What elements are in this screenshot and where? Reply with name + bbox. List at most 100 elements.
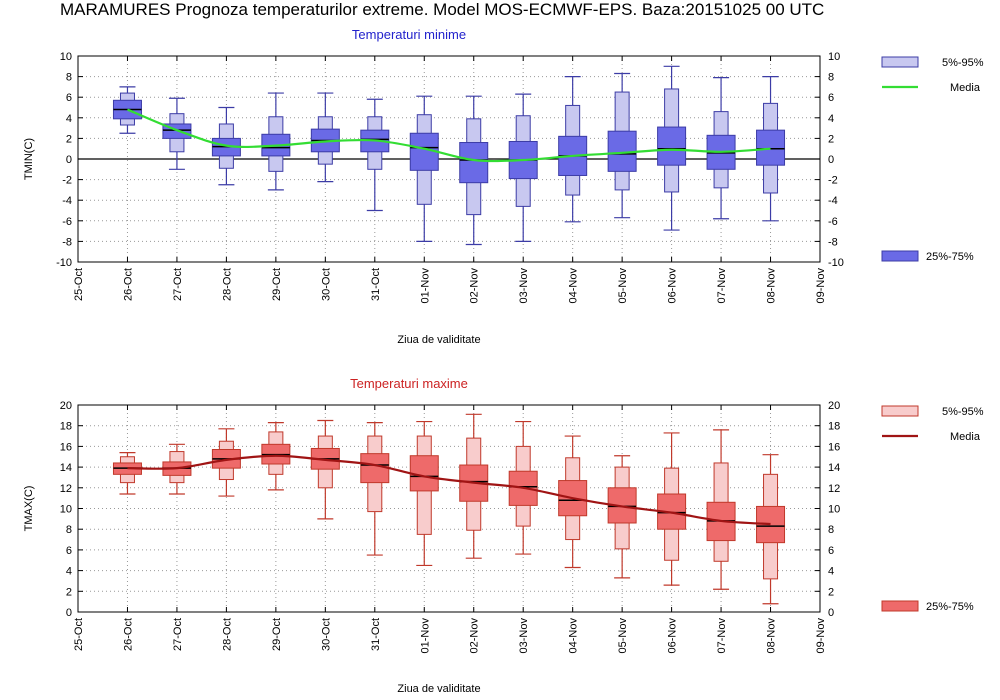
x-tick-label: 07-Nov bbox=[716, 618, 728, 654]
x-tick-label: 29-Oct bbox=[271, 268, 283, 301]
x-axis-label: Ziua de validitate bbox=[397, 683, 480, 695]
y-tick-label-right: -6 bbox=[828, 216, 838, 228]
legend-label-outer: 5%-95% bbox=[942, 57, 984, 69]
box-25-75 bbox=[657, 126, 687, 166]
y-tick-label: 2 bbox=[66, 133, 72, 145]
x-tick-label: 07-Nov bbox=[716, 268, 728, 304]
x-tick-label: 02-Nov bbox=[469, 618, 481, 654]
y-tick-label: 12 bbox=[60, 483, 72, 495]
x-tick-label: 04-Nov bbox=[568, 268, 580, 304]
mean-line bbox=[127, 108, 771, 163]
y-tick-label: 4 bbox=[66, 113, 72, 125]
legend: 5%-95% Media 25%-75% bbox=[881, 56, 984, 263]
box-06-Nov bbox=[657, 432, 687, 586]
x-tick-label: 30-Oct bbox=[320, 268, 332, 301]
y-tick-label: 6 bbox=[66, 545, 72, 557]
x-tick-label: 26-Oct bbox=[122, 618, 134, 651]
x-tick-label: 29-Oct bbox=[271, 618, 283, 651]
x-tick-label: 08-Nov bbox=[766, 618, 778, 654]
y-tick-label: 4 bbox=[66, 566, 72, 578]
y-tick-label-right: 8 bbox=[828, 524, 834, 536]
legend-label-inner: 25%-75% bbox=[926, 601, 974, 613]
y-tick-label-right: 10 bbox=[828, 51, 840, 63]
x-tick-label: 08-Nov bbox=[766, 268, 778, 304]
legend-swatch-inner bbox=[881, 250, 919, 262]
y-tick-label-right: 2 bbox=[828, 133, 834, 145]
box-29-Oct bbox=[261, 421, 291, 491]
y-axis-label: TMAX(C) bbox=[23, 486, 35, 532]
page-title: MARAMURES Prognoza temperaturilor extrem… bbox=[60, 0, 825, 19]
y-tick-label: 6 bbox=[66, 92, 72, 104]
box-30-Oct bbox=[310, 419, 340, 520]
x-tick-label: 04-Nov bbox=[568, 618, 580, 654]
y-tick-label: -10 bbox=[56, 257, 72, 269]
plot-frame bbox=[77, 404, 821, 613]
legend-swatch-inner bbox=[881, 600, 919, 612]
box-25-75 bbox=[756, 129, 786, 166]
y-tick-label: -2 bbox=[62, 175, 72, 187]
x-tick-label: 25-Oct bbox=[73, 618, 85, 651]
y-tick-label: 18 bbox=[60, 421, 72, 433]
x-tick-label: 28-Oct bbox=[221, 268, 233, 301]
legend-swatch-outer bbox=[881, 405, 919, 417]
y-tick-label: 0 bbox=[66, 154, 72, 166]
y-tick-label-right: 6 bbox=[828, 92, 834, 104]
box-25-75 bbox=[459, 142, 489, 184]
x-tick-label: 25-Oct bbox=[73, 268, 85, 301]
y-tick-label-right: 10 bbox=[828, 504, 840, 516]
box-26-Oct bbox=[112, 86, 142, 134]
x-tick-label: 02-Nov bbox=[469, 268, 481, 304]
legend: 5%-95% Media 25%-75% bbox=[881, 405, 984, 613]
legend-label-inner: 25%-75% bbox=[926, 251, 974, 263]
y-tick-label: 8 bbox=[66, 524, 72, 536]
y-tick-label-right: -10 bbox=[828, 257, 844, 269]
mean-line bbox=[127, 454, 771, 526]
y-tick-label-right: 18 bbox=[828, 421, 840, 433]
box-05-Nov bbox=[607, 72, 637, 219]
y-tick-label: 14 bbox=[60, 462, 72, 474]
y-tick-label-right: 20 bbox=[828, 400, 840, 412]
x-tick-label: 03-Nov bbox=[518, 618, 530, 654]
y-tick-label-right: -2 bbox=[828, 175, 838, 187]
x-tick-label: 28-Oct bbox=[221, 618, 233, 651]
x-tick-label: 09-Nov bbox=[815, 268, 827, 304]
y-tick-label-right: 6 bbox=[828, 545, 834, 557]
y-tick-label-right: 12 bbox=[828, 483, 840, 495]
box-29-Oct bbox=[261, 92, 291, 191]
box-31-Oct bbox=[360, 421, 390, 556]
y-tick-label-right: 0 bbox=[828, 607, 834, 619]
chart-title: Temperaturi maxime bbox=[350, 376, 468, 391]
x-tick-label: 09-Nov bbox=[815, 618, 827, 654]
y-tick-label: 10 bbox=[60, 504, 72, 516]
x-tick-label: 27-Oct bbox=[172, 618, 184, 651]
x-tick-label: 03-Nov bbox=[518, 268, 530, 304]
y-tick-label-right: 16 bbox=[828, 441, 840, 453]
y-tick-label: 16 bbox=[60, 441, 72, 453]
box-25-75 bbox=[360, 453, 390, 484]
legend-label-outer: 5%-95% bbox=[942, 406, 984, 418]
x-tick-label: 26-Oct bbox=[122, 268, 134, 301]
chart-panel-1: Temperaturi minime 10 10 8 8 6 6 4 4 2 2 0 0 -2 -2 -4 -4… bbox=[23, 27, 984, 346]
y-tick-label-right: 2 bbox=[828, 586, 834, 598]
y-tick-label: -8 bbox=[62, 236, 72, 248]
x-tick-label: 31-Oct bbox=[370, 618, 382, 651]
y-tick-label-right: 14 bbox=[828, 462, 840, 474]
y-tick-label: 10 bbox=[60, 51, 72, 63]
x-axis-label: Ziua de validitate bbox=[397, 334, 480, 346]
y-tick-label: 2 bbox=[66, 586, 72, 598]
x-tick-label: 06-Nov bbox=[667, 618, 679, 654]
x-tick-label: 27-Oct bbox=[172, 268, 184, 301]
y-tick-label: 0 bbox=[66, 607, 72, 619]
y-tick-label: 20 bbox=[60, 400, 72, 412]
x-tick-label: 01-Nov bbox=[419, 618, 431, 654]
legend-label-mean: Media bbox=[950, 431, 981, 443]
x-tick-label: 05-Nov bbox=[617, 268, 629, 304]
y-tick-label: 8 bbox=[66, 72, 72, 84]
x-tick-label: 06-Nov bbox=[667, 268, 679, 304]
x-tick-label: 30-Oct bbox=[320, 618, 332, 651]
y-tick-label-right: -8 bbox=[828, 236, 838, 248]
x-tick-label: 05-Nov bbox=[617, 618, 629, 654]
x-tick-label: 31-Oct bbox=[370, 268, 382, 301]
x-tick-label: 01-Nov bbox=[419, 268, 431, 304]
